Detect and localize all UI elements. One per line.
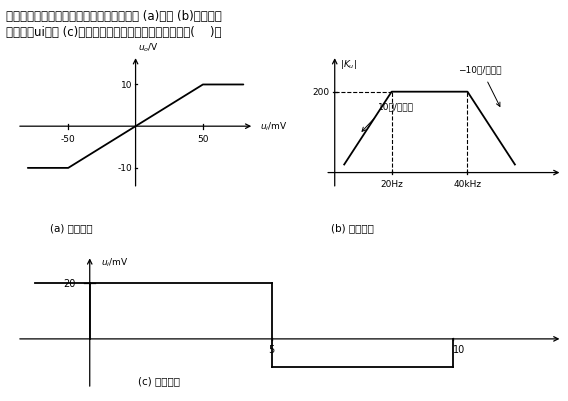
Text: $|K_u|$: $|K_u|$: [340, 58, 357, 71]
Text: $u_i$/mV: $u_i$/mV: [101, 256, 128, 268]
Text: 10: 10: [122, 81, 133, 90]
Text: 50: 50: [197, 134, 208, 143]
Text: -10: -10: [118, 164, 132, 173]
Text: -50: -50: [61, 134, 76, 143]
Text: −10倍/十倍频: −10倍/十倍频: [458, 65, 502, 74]
Text: 20: 20: [63, 279, 75, 289]
Text: 10倍/十倍频: 10倍/十倍频: [378, 101, 414, 111]
Text: 5: 5: [268, 344, 275, 354]
Text: 方波信号ui如图 (c)作为放大器的输入信号，则输出波形(    )。: 方波信号ui如图 (c)作为放大器的输入信号，则输出波形( )。: [6, 26, 221, 39]
Text: $u_o$/V: $u_o$/V: [138, 42, 159, 54]
Text: (b) 幅频特性: (b) 幅频特性: [331, 223, 374, 233]
Text: (c) 方波信号: (c) 方波信号: [138, 375, 180, 385]
Text: 20Hz: 20Hz: [380, 179, 403, 188]
Text: $u_i$/mV: $u_i$/mV: [260, 121, 287, 133]
Text: 40kHz: 40kHz: [453, 179, 482, 188]
Text: 200: 200: [312, 88, 329, 97]
Text: 10: 10: [453, 344, 466, 354]
Text: 放大器的传递特性曲线及频率特性分别如图 (a)和图 (b)所示。若: 放大器的传递特性曲线及频率特性分别如图 (a)和图 (b)所示。若: [6, 10, 222, 23]
Text: (a) 传递特性: (a) 传递特性: [49, 223, 93, 233]
